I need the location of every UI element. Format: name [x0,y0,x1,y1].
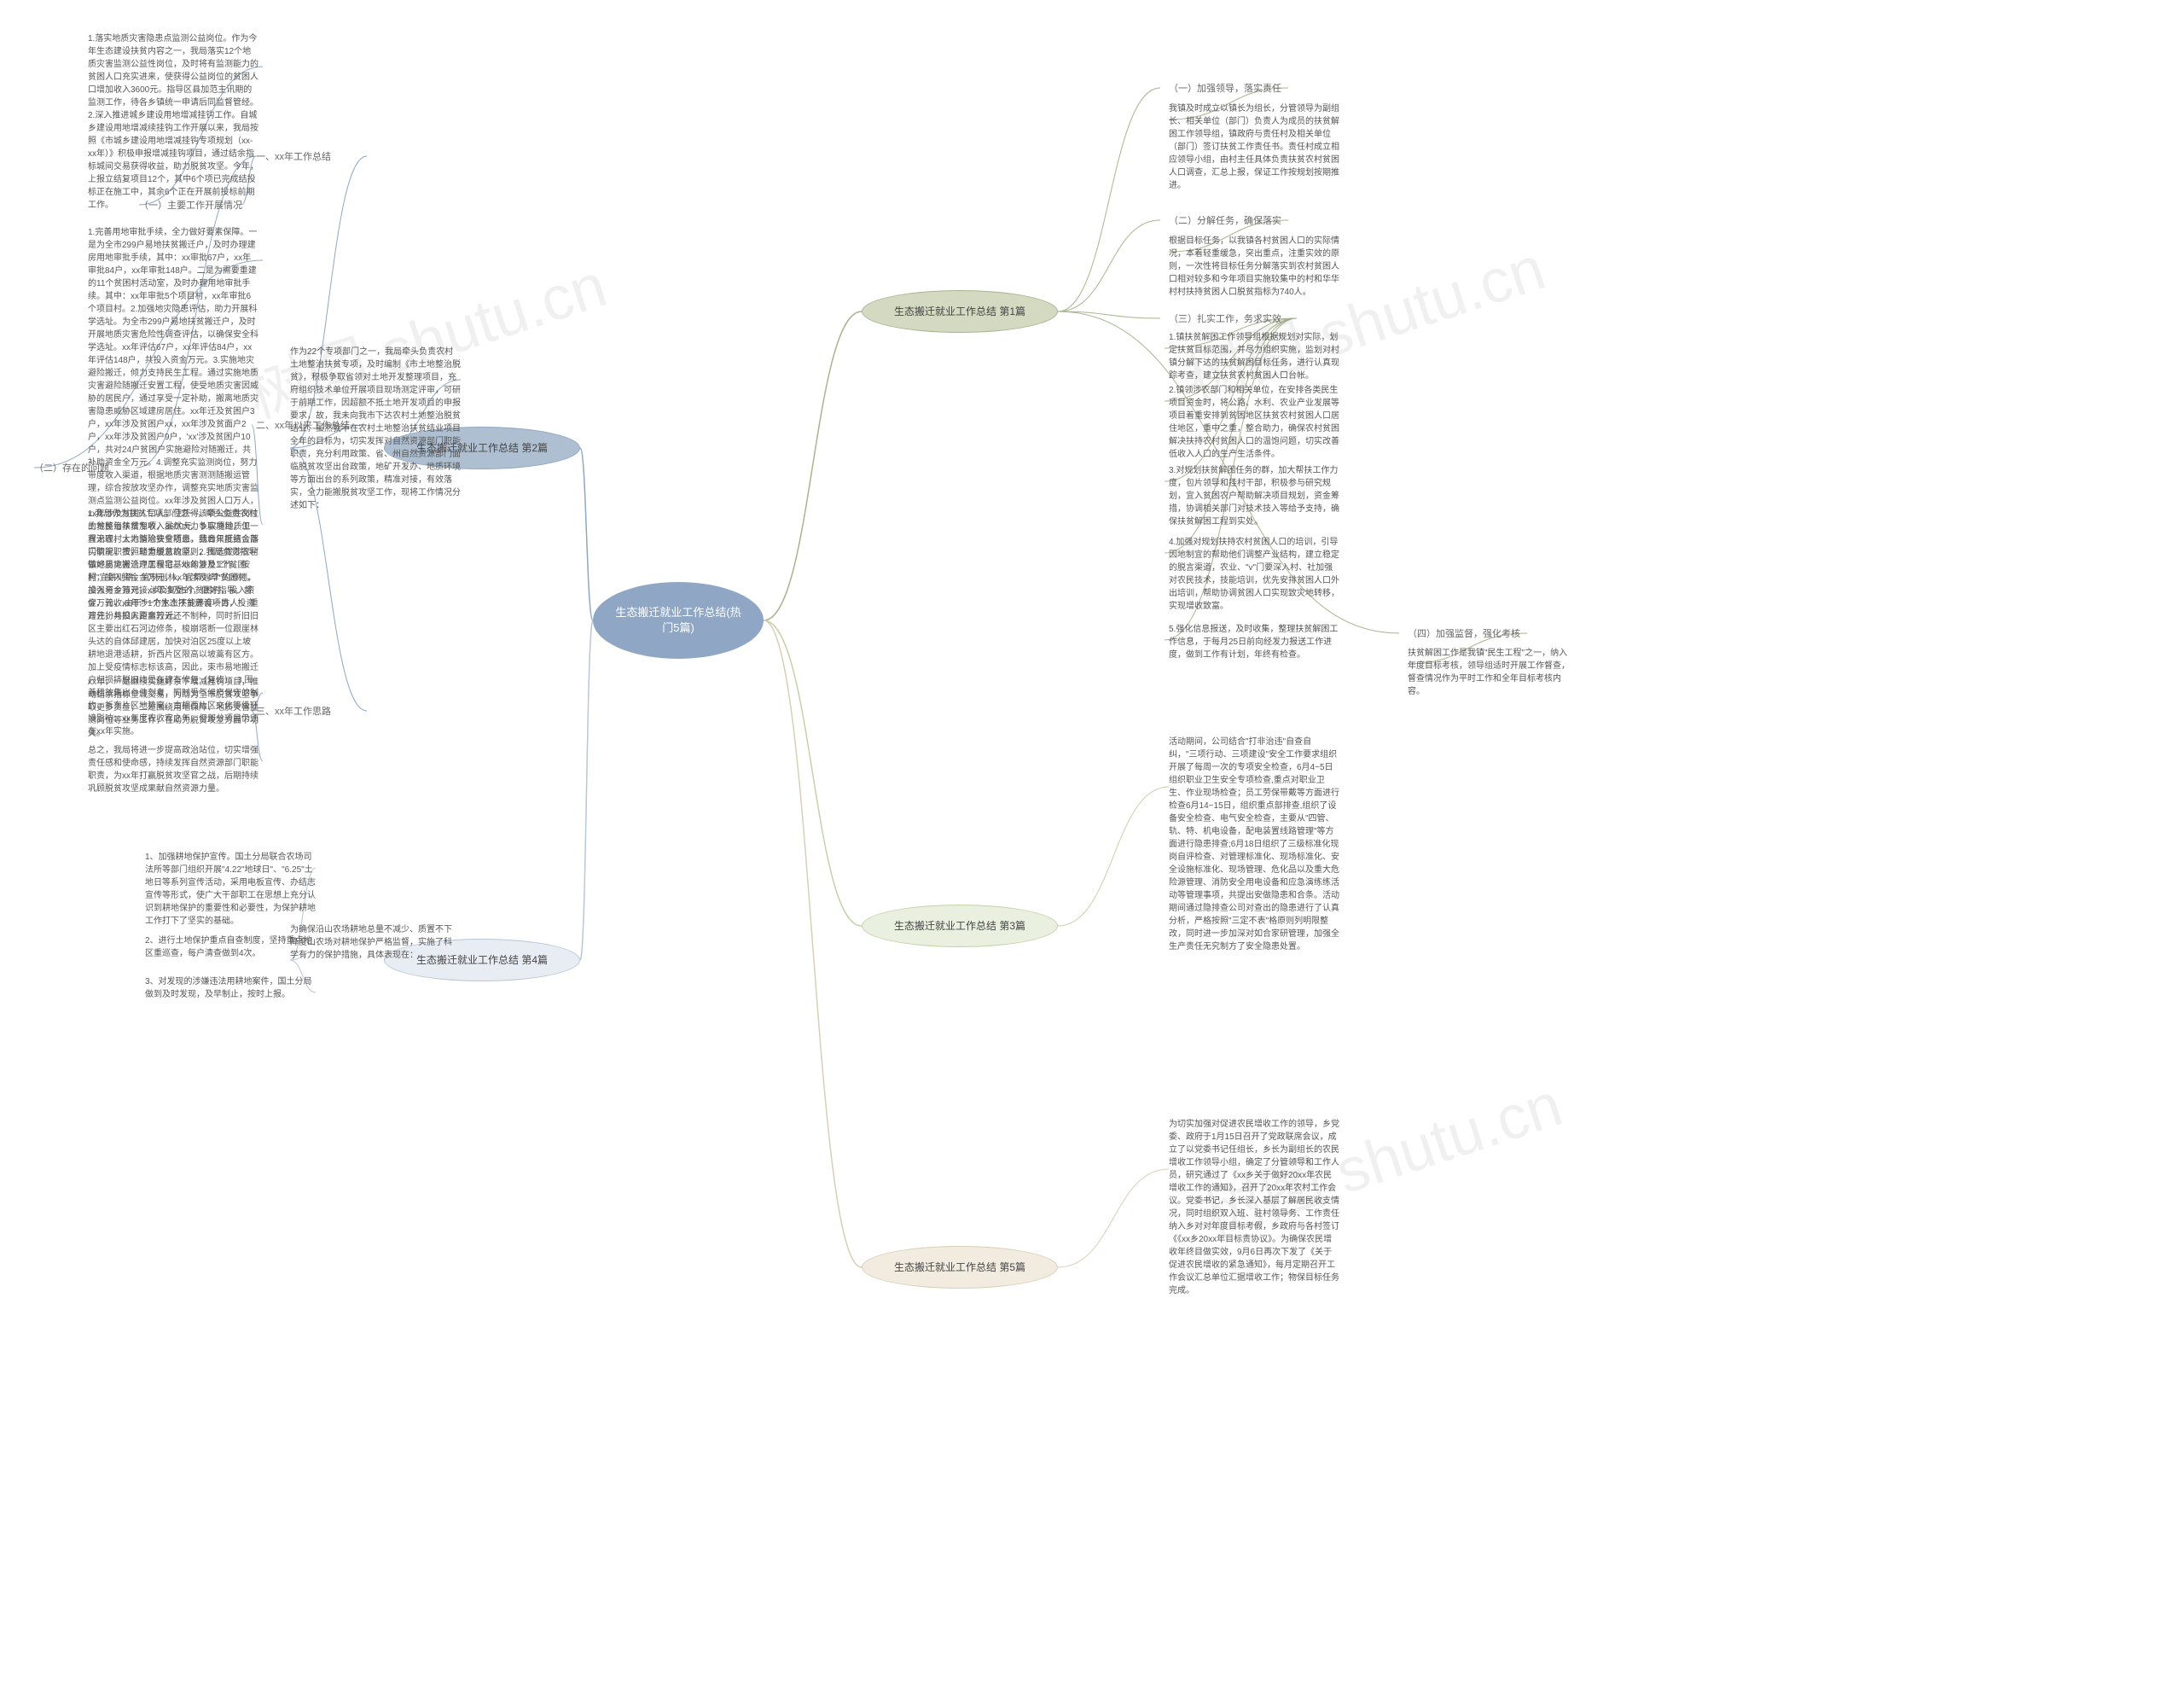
content-text: 1.落实地质灾害隐患点监测公益岗位。作为今年生态建设扶贫内容之一，我局落实12个… [88,32,258,212]
branch-label: 三、xx年工作思路 [256,704,331,718]
content-text: 3、对发现的涉嫌违法用耕地案件，国土分局做到及时发现，及早制止，按时上报。 [145,975,316,1001]
content-text: 总之，我局将进一步提高政治站位，切实增强责任感和使命感，持续发挥自然资源部门职能… [88,744,258,795]
branch-label: （一）加强领导，落实责任 [1169,81,1281,95]
mindmap-node[interactable]: 生态搬迁就业工作总结(热门5篇) [593,582,764,659]
content-text: xx年，一是继续实施好余下增减挂钩项目，推动结余指标全城交易，为助力全市脱贫攻坚… [88,676,258,740]
mindmap-node[interactable]: 生态搬迁就业工作总结 第5篇 [862,1246,1058,1289]
content-text: 5.强化信息报送，及时收集，整理扶贫解困工作信息，于每月25日前向经发力报送工作… [1169,623,1339,661]
content-text: 根据目标任务，以我镇各村贫困人口的实际情况，本着轻重缓急，突出重点，注重实效的原… [1169,235,1339,299]
content-text: 3.对规划扶贫解困任务的群，加大帮扶工作力度，包片领导和挂村干部，积极参与研究规… [1169,464,1339,528]
content-text: 1.镇扶贫解困工作领导组根据规划对实际，划定扶贫目标范围，并尽力组织实施，监划对… [1169,331,1339,382]
content-text: 扶贫解困工作是我镇"民生工程"之一，纳入年度目标考核，领导组适时开展工作督查，督… [1408,647,1574,698]
content-text: 4.加强对规划扶持农村贫困人口的培训，引导因地制宜的帮助他们调整产业结构，建立稳… [1169,536,1339,613]
content-text: 为切实加强对促进农民增收工作的领导，乡党委、政府于1月15日召开了党政联席会议，… [1169,1118,1339,1297]
branch-label: 一、xx年工作总结 [256,149,331,163]
branch-label: （二）分解任务，确保落实 [1169,213,1281,227]
content-text: 2.镇领涉农部门和相关单位，在安排各类民生项目资金时，将公路、水利、农业产业发展… [1169,384,1339,461]
mindmap-node[interactable]: 生态搬迁就业工作总结 第3篇 [862,905,1058,947]
content-text: 2、进行土地保护重点自查制度，坚持重点地区重巡查，每户清查做到4次。 [145,934,316,960]
branch-label: （四）加强监督，强化考核 [1408,626,1520,640]
mindmap-node[interactable]: 生态搬迁就业工作总结 第1篇 [862,290,1058,333]
branch-label: （三）扎实工作，务求实效 [1169,311,1281,325]
content-text: 1、加强耕地保护宣传。国土分局联合农场司法所等部门组织开展"4.22"地球日"、… [145,851,316,928]
content-text: 活动期间，公司结合"打非治违"自查自纠，"三项行动、三项建设"安全工作要求组织开… [1169,736,1339,953]
content-text: 我镇及时成立以镇长为组长，分管领导为副组长、相关单位（部门）负责人为成员的扶贫解… [1169,102,1339,192]
branch-label: 二、xx年以来工作总结 [256,418,350,432]
